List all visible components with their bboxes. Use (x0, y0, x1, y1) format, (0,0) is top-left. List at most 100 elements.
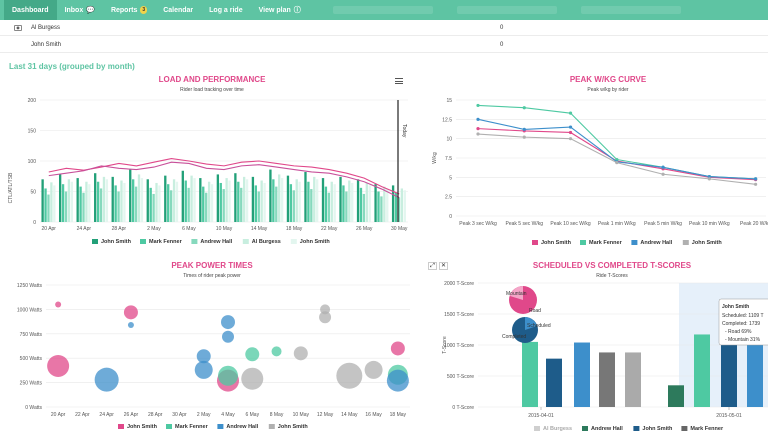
legend-swatch (118, 424, 124, 429)
load-bar (400, 188, 404, 222)
power-bubble (222, 330, 234, 343)
load-bar (327, 192, 331, 222)
load-bar (64, 191, 68, 222)
load-bar (167, 184, 170, 222)
nav-inbox[interactable]: Inbox 💬 (57, 0, 103, 20)
x-tick-label: 22 May (321, 226, 338, 232)
load-bar (172, 179, 176, 222)
load-bar (222, 189, 225, 222)
load-bar (330, 181, 333, 222)
load-bar (202, 186, 205, 222)
tscore-chart: SCHEDULED VS COMPLETED T-SCORES Ride T-S… (416, 255, 768, 432)
load-bar (304, 171, 307, 222)
load-bar (298, 181, 301, 222)
y-tick-label: 750 Watts (20, 332, 43, 338)
power-bubble (94, 367, 119, 392)
legend-swatch (191, 239, 198, 244)
power-bubble (55, 301, 62, 308)
x-tick-label: 26 May (356, 226, 373, 232)
load-bar (137, 174, 141, 222)
load-bar (380, 196, 383, 222)
load-bar (242, 176, 246, 222)
nav-inbox-label: Inbox (64, 6, 84, 14)
load-bar (237, 181, 240, 222)
legend-label: John Smith (101, 239, 132, 245)
chart-controls: ⤢ ✕ (428, 262, 448, 270)
load-bar (225, 178, 228, 222)
x-tick-label: 2015-04-01 (528, 413, 554, 419)
load-bar (333, 184, 336, 222)
nav-calendar[interactable]: Calendar (155, 0, 201, 20)
load-bar (272, 179, 275, 222)
x-tick-label: 30 May (391, 226, 408, 232)
load-bar (114, 185, 117, 222)
chart-title: PEAK W/KG CURVE (570, 75, 647, 84)
load-bar (295, 179, 298, 222)
tooltip: John Smith Scheduled: 1109 T Completed: … (718, 298, 768, 346)
tscore-bar (721, 335, 737, 407)
load-bar (403, 190, 406, 222)
load-bar (219, 182, 222, 222)
power-bubble (221, 315, 235, 330)
tscore-bar (599, 352, 615, 407)
rider-name: Al Burgess (31, 24, 61, 31)
section-title: Last 31 days (grouped by month) (9, 62, 135, 71)
load-bar (61, 184, 65, 222)
y-axis-label: CTL/ATL/TSB (8, 172, 14, 203)
nav-reports[interactable]: Reports 3 (103, 0, 155, 20)
close-icon[interactable]: ✕ (439, 262, 448, 270)
load-bar (397, 197, 401, 222)
wkg-point (707, 177, 711, 181)
peak-power-times-chart: PEAK POWER TIMES Times of rider peak pow… (0, 255, 416, 432)
load-bar (240, 187, 243, 222)
eye-toggle-icon[interactable]: ◉ (14, 24, 22, 31)
load-bar (149, 187, 152, 222)
rider-name: John Smith (31, 41, 62, 48)
load-bar (278, 174, 281, 222)
x-tick-label: 22 Apr (75, 412, 90, 418)
y-tick-label: 150 (28, 129, 37, 135)
chart-subtitle: Ride T-Scores (596, 273, 628, 279)
y-tick-label: 7.5 (445, 156, 452, 162)
x-tick-label: Peak 10 min W/kg (689, 221, 730, 227)
pie-road-mountain[interactable]: Mountain Road (506, 286, 541, 314)
legend-label: John Smith (127, 424, 158, 430)
chart-title: LOAD AND PERFORMANCE (159, 75, 266, 84)
load-bar (132, 179, 135, 222)
y-tick-label: 1500 T-Score (444, 312, 474, 318)
power-bubble (194, 360, 213, 379)
menu-icon[interactable] (395, 77, 403, 85)
y-tick-label: 250 Watts (20, 381, 43, 387)
load-bar (339, 176, 342, 222)
rider-row: John Smith 0 (0, 37, 768, 53)
load-bar (47, 194, 50, 222)
load-bar (123, 182, 126, 222)
x-tick-label: 6 May (245, 412, 259, 418)
x-tick-label: 18 May (286, 226, 303, 232)
load-bar (76, 178, 79, 222)
x-tick-label: Peak 10 sec W/kg (550, 221, 591, 227)
load-bar (374, 184, 377, 222)
legend-label: Andrew Hall (226, 424, 258, 430)
load-bar (377, 191, 380, 222)
load-bar (310, 189, 313, 222)
expand-icon[interactable]: ⤢ (428, 262, 437, 270)
load-bar (175, 181, 179, 222)
load-bar (96, 181, 100, 222)
nav-view-plan[interactable]: View plan ⓘ (251, 0, 309, 20)
load-bar (313, 176, 316, 222)
x-tick-label: Peak 5 sec W/kg (506, 221, 544, 227)
nav-log-a-ride[interactable]: Log a ride (201, 0, 250, 20)
load-bar (169, 190, 173, 222)
load-bar (199, 178, 202, 222)
legend-label: Andrew Hall (591, 426, 623, 432)
nav-view-plan-label: View plan (258, 6, 291, 14)
wkg-point (476, 117, 480, 121)
wkg-point (615, 157, 619, 162)
pie-scheduled-completed[interactable]: Scheduled Completed (502, 317, 551, 343)
nav-calendar-label: Calendar (163, 6, 194, 14)
power-bubble (390, 341, 405, 356)
load-bar (152, 193, 155, 222)
nav-dashboard[interactable]: Dashboard (4, 0, 57, 20)
load-bar (260, 180, 263, 222)
